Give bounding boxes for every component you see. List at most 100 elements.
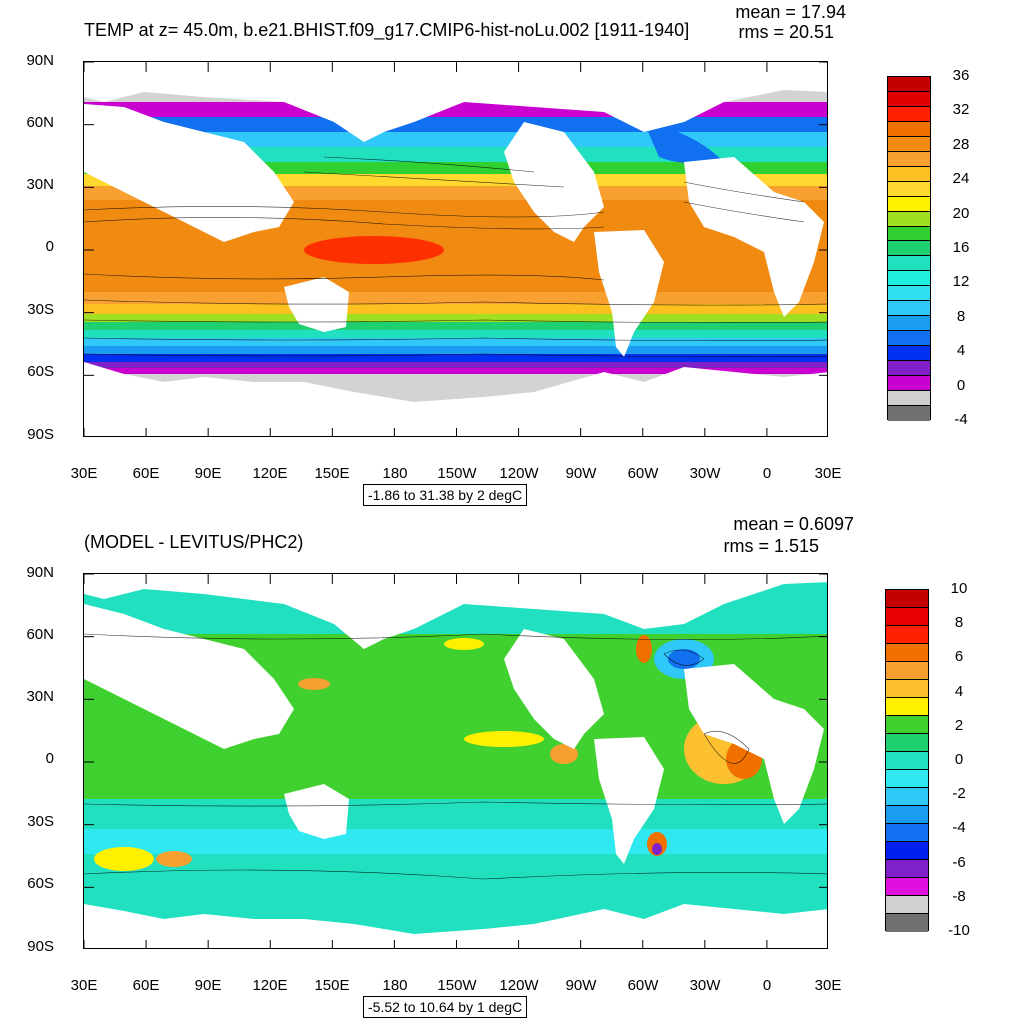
bottom-lon-label-180: 180 [382, 977, 408, 994]
bottom-map-canvas [84, 574, 827, 948]
top-colorbar-segment [888, 181, 930, 197]
bottom-colorbar-segment [886, 770, 928, 788]
top-lon-label-0: 0 [762, 465, 772, 482]
bottom-title: (MODEL - LEVITUS/PHC2) [84, 532, 304, 552]
top-colorbar-segment [888, 376, 930, 392]
bottom-colorbar-label: 0 [954, 751, 964, 768]
bottom-lat-label-0: 0 [45, 750, 54, 767]
top-mean: mean = 17.94 [735, 2, 846, 22]
top-rms: rms = 20.51 [738, 22, 834, 42]
top-lon-label-30e-end: 30E [814, 465, 842, 482]
top-lon-label-90w: 90W [565, 465, 597, 482]
top-lon-label-150w: 150W [437, 465, 477, 482]
top-colorbar-label: 16 [952, 239, 970, 256]
top-map [83, 61, 828, 437]
bottom-colorbar-segment [886, 878, 928, 896]
bottom-lon-label-60w: 60W [627, 977, 659, 994]
bottom-lon-label-30w: 30W [689, 977, 721, 994]
bottom-colorbar-segment [886, 806, 928, 824]
top-colorbar-label: 20 [952, 204, 970, 222]
bottom-mean: mean = 0.6097 [733, 514, 854, 534]
top-colorbar-segment [888, 286, 930, 302]
top-colorbar-segment [888, 196, 930, 212]
top-lon-label-60w: 60W [627, 465, 659, 482]
top-colorbar-segment [888, 166, 930, 182]
bottom-colorbar-segment [886, 752, 928, 770]
bottom-range-box: -5.52 to 10.64 by 1 degC [363, 996, 528, 1018]
top-colorbar-label: 0 [956, 376, 966, 394]
top-lat-label-90s: 90S [27, 426, 54, 443]
top-panel: TEMP at z= 45.0m, b.e21.BHIST.f09_g17.CM… [26, 2, 970, 506]
top-map-canvas [84, 62, 827, 436]
bottom-colorbar-segment [886, 608, 928, 626]
top-colorbar-segment [888, 226, 930, 242]
top-colorbar-segment [888, 346, 930, 362]
top-colorbar-segment [888, 271, 930, 287]
bottom-lat-label-30s: 30S [27, 813, 54, 830]
bottom-colorbar-segment [886, 626, 928, 644]
bottom-lat-label-60n: 60N [26, 626, 54, 643]
top-colorbar-label: 36 [952, 67, 970, 84]
top-colorbar-segment [888, 316, 930, 332]
top-colorbar-segment [888, 241, 930, 257]
bottom-colorbar-label: 6 [954, 648, 964, 666]
top-colorbar-label: 32 [952, 101, 970, 119]
top-lon-label-90e: 90E [194, 465, 222, 482]
top-lat-label-90n: 90N [26, 52, 54, 69]
bottom-lon-label-120w: 120W [499, 977, 539, 994]
bottom-colorbar-label: -8 [952, 887, 966, 905]
bottom-colorbar-segment [886, 662, 928, 680]
top-colorbar-label: 4 [956, 342, 966, 360]
bottom-colorbar-label: -10 [948, 922, 970, 939]
bottom-lat-label-60s: 60S [27, 875, 54, 892]
bottom-colorbar-segment [886, 590, 928, 608]
bottom-colorbar-segment [886, 698, 928, 716]
top-colorbar-segment [888, 136, 930, 152]
top-lat-label-30s: 30S [27, 301, 54, 318]
top-colorbar-segment [888, 361, 930, 377]
bottom-rms: rms = 1.515 [723, 536, 819, 556]
top-colorbar-label: 12 [952, 273, 970, 291]
top-lon-label-30e: 30E [70, 465, 98, 482]
bottom-lat-label-30n: 30N [26, 688, 54, 705]
top-colorbar-label: -4 [954, 411, 968, 428]
top-title: TEMP at z= 45.0m, b.e21.BHIST.f09_g17.CM… [84, 20, 690, 40]
top-colorbar-segment [888, 391, 930, 406]
top-colorbar-segment [888, 331, 930, 347]
top-lat-label-30n: 30N [26, 176, 54, 193]
bottom-colorbar-label: 8 [954, 614, 964, 632]
bottom-lon-label-0: 0 [762, 977, 772, 994]
bottom-map [83, 573, 828, 949]
bottom-colorbar-label: -6 [952, 853, 966, 871]
bottom-colorbar-label: 2 [954, 716, 964, 734]
top-colorbar-label: 8 [956, 307, 966, 325]
top-lon-label-30w: 30W [689, 465, 721, 482]
bottom-colorbar-segment [886, 914, 928, 932]
top-lon-label-150e: 150E [314, 465, 350, 482]
top-lat-label-60s: 60S [27, 363, 54, 380]
bottom-colorbar-segment [886, 716, 928, 734]
top-colorbar-segment [888, 77, 930, 92]
bottom-colorbar-label: -4 [952, 819, 966, 837]
bottom-colorbar-segment [886, 788, 928, 806]
top-colorbar [887, 76, 931, 421]
bottom-colorbar-segment [886, 644, 928, 662]
bottom-colorbar-segment [886, 680, 928, 698]
bottom-lon-label-90e: 90E [194, 977, 222, 994]
top-colorbar-segment [888, 151, 930, 167]
top-lon-label-120w: 120W [499, 465, 539, 482]
bottom-lon-label-90w: 90W [565, 977, 597, 994]
bottom-colorbar-label: 10 [950, 580, 968, 597]
bottom-lat-label-90n: 90N [26, 564, 54, 581]
bottom-lon-label-150w: 150W [437, 977, 477, 994]
top-colorbar-segment [888, 301, 930, 317]
bottom-lon-label-60e: 60E [132, 977, 160, 994]
top-colorbar-segment [888, 121, 930, 137]
top-lon-label-180: 180 [382, 465, 408, 482]
top-colorbar-segment [888, 256, 930, 272]
bottom-colorbar-label: -2 [952, 785, 966, 803]
top-lon-label-120e: 120E [252, 465, 288, 482]
top-colorbar-label: 28 [952, 135, 970, 153]
bottom-colorbar [885, 589, 929, 932]
top-range-box: -1.86 to 31.38 by 2 degC [363, 484, 528, 506]
